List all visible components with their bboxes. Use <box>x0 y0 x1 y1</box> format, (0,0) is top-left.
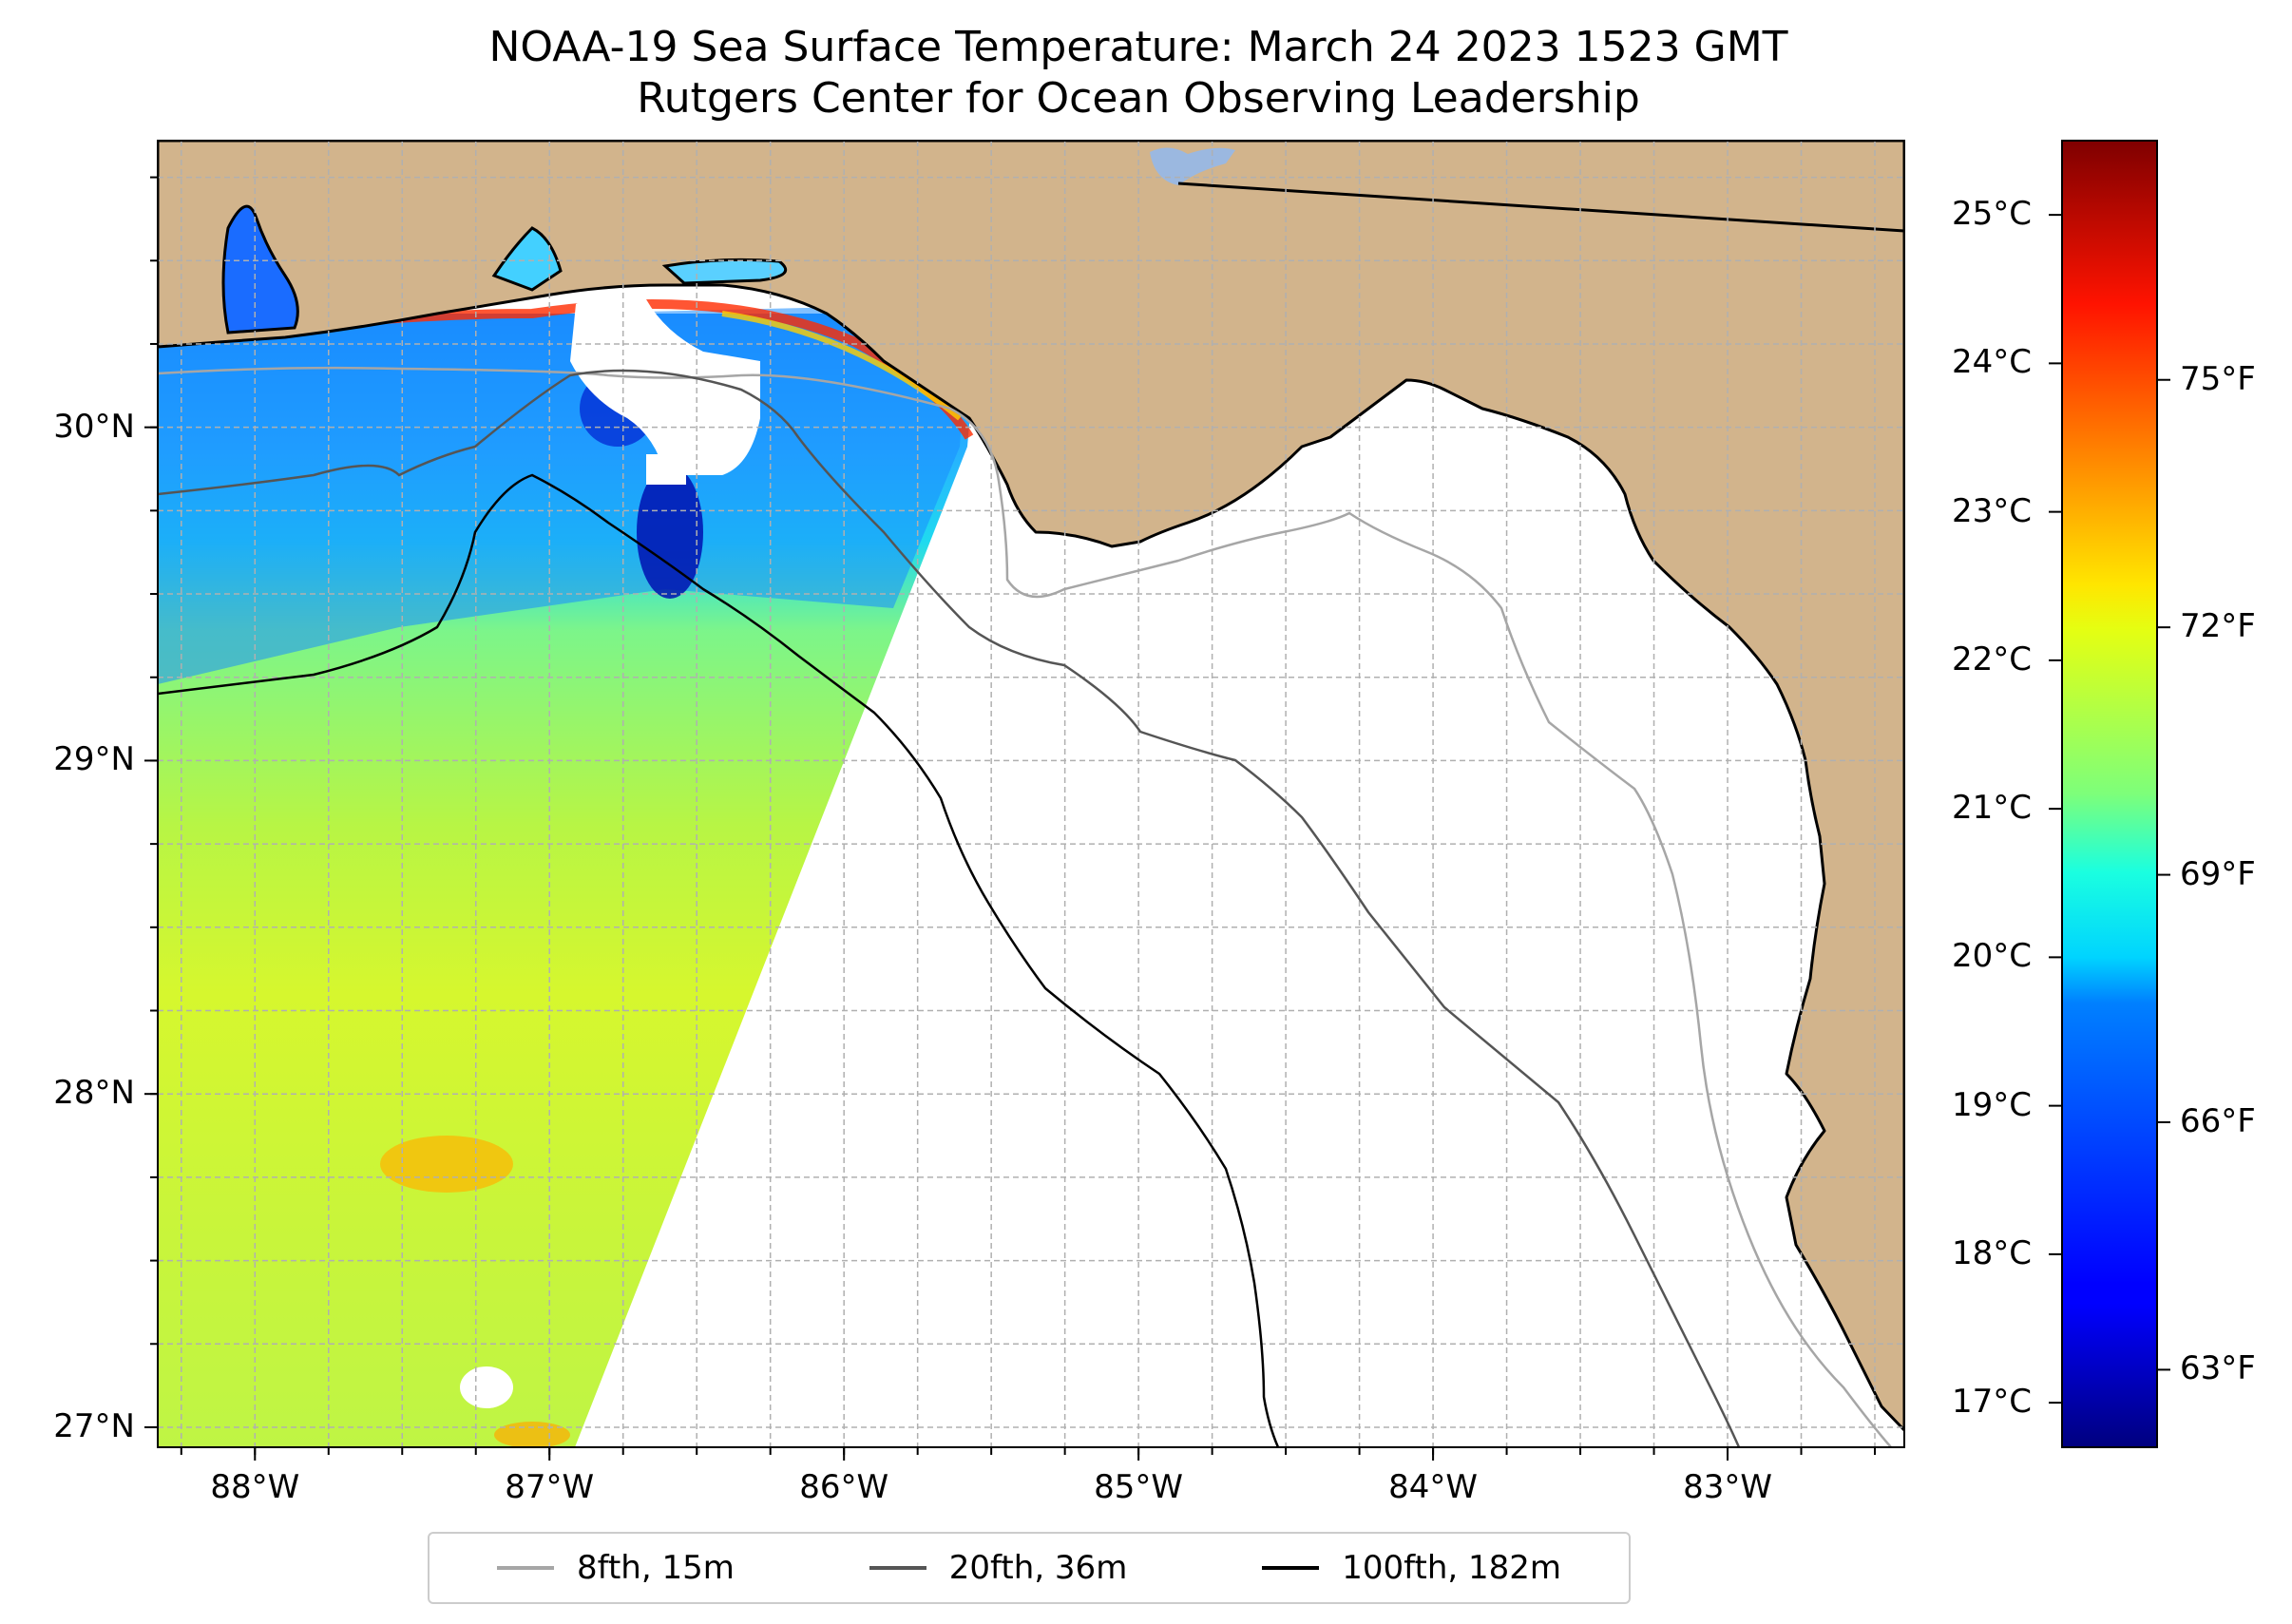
cloud-gap <box>570 293 760 475</box>
legend-item-8fth: 8fth, 15m <box>496 1549 735 1587</box>
legend-label-8fth: 8fth, 15m <box>576 1549 735 1587</box>
colorbar-celsius-label: 17°C <box>1952 1383 2033 1422</box>
lat-tick-label: 28°N <box>53 1074 135 1113</box>
sst-warm-patch-2 <box>494 1422 570 1447</box>
colorbar-celsius-label: 20°C <box>1952 937 2033 976</box>
legend-item-20fth: 20fth, 36m <box>869 1549 1128 1587</box>
colorbar <box>2061 140 2158 1448</box>
map-title: NOAA-19 Sea Surface Temperature: March 2… <box>488 23 1788 71</box>
lon-tick-label: 83°W <box>1683 1468 1772 1506</box>
colorbar-celsius-label: 25°C <box>1952 195 2033 234</box>
legend-swatch-100fth <box>1262 1566 1320 1570</box>
legend: 8fth, 15m 20fth, 36m 100fth, 182m <box>428 1532 1631 1604</box>
colorbar-celsius-label: 23°C <box>1952 491 2033 530</box>
land-mass <box>158 141 1904 1432</box>
lon-tick-label: 87°W <box>505 1468 595 1506</box>
state-border <box>1177 182 1904 233</box>
colorbar-fahrenheit-label: 66°F <box>2180 1101 2256 1140</box>
map-area <box>158 141 1904 1447</box>
colorbar-celsius-label: 19°C <box>1952 1085 2033 1124</box>
lat-tick-label: 30°N <box>53 407 135 446</box>
legend-label-100fth: 100fth, 182m <box>1342 1549 1562 1587</box>
lon-tick-label: 84°W <box>1388 1468 1479 1506</box>
colorbar-celsius-label: 18°C <box>1952 1233 2033 1272</box>
legend-swatch-20fth <box>869 1566 926 1570</box>
gridlines <box>158 141 1904 1447</box>
bay-mobile <box>221 204 299 334</box>
legend-swatch-8fth <box>496 1566 554 1570</box>
colorbar-celsius-label: 24°C <box>1952 343 2033 382</box>
cloud-gap-2 <box>646 454 686 485</box>
lon-tick-label: 86°W <box>799 1468 889 1506</box>
sst-cold-band <box>158 304 969 684</box>
sst-cold-patch <box>637 466 703 599</box>
contour-20fth <box>158 369 1741 1447</box>
legend-item-100fth: 100fth, 182m <box>1262 1549 1561 1587</box>
map-frame <box>157 140 1905 1448</box>
sst-coastal-warm-band-2 <box>721 311 962 421</box>
colorbar-ticks <box>2049 214 2170 1404</box>
sst-warm-patch <box>380 1136 513 1193</box>
legend-label-20fth: 20fth, 36m <box>948 1549 1128 1587</box>
colorbar-fahrenheit-label: 69°F <box>2180 854 2256 893</box>
colorbar-fahrenheit-label: 72°F <box>2180 607 2256 646</box>
colorbar-celsius-label: 21°C <box>1952 789 2033 828</box>
colorbar-celsius-label: 22°C <box>1952 640 2033 678</box>
colorbar-fahrenheit-label: 63°F <box>2180 1349 2256 1388</box>
bay-choctawhatchee <box>661 258 788 285</box>
contour-100fth <box>158 473 1280 1447</box>
colorbar-fahrenheit-label: 75°F <box>2180 359 2256 398</box>
axis-ticks <box>144 176 1877 1461</box>
lon-tick-label: 85°W <box>1094 1468 1184 1506</box>
lon-tick-label: 88°W <box>210 1468 300 1506</box>
cloud-gap-3 <box>460 1366 513 1408</box>
bay-pensacola <box>491 226 563 292</box>
lat-tick-label: 27°N <box>53 1406 135 1445</box>
lake <box>1150 147 1235 185</box>
lat-tick-label: 29°N <box>53 740 135 779</box>
map-subtitle: Rutgers Center for Ocean Observing Leade… <box>637 74 1640 123</box>
